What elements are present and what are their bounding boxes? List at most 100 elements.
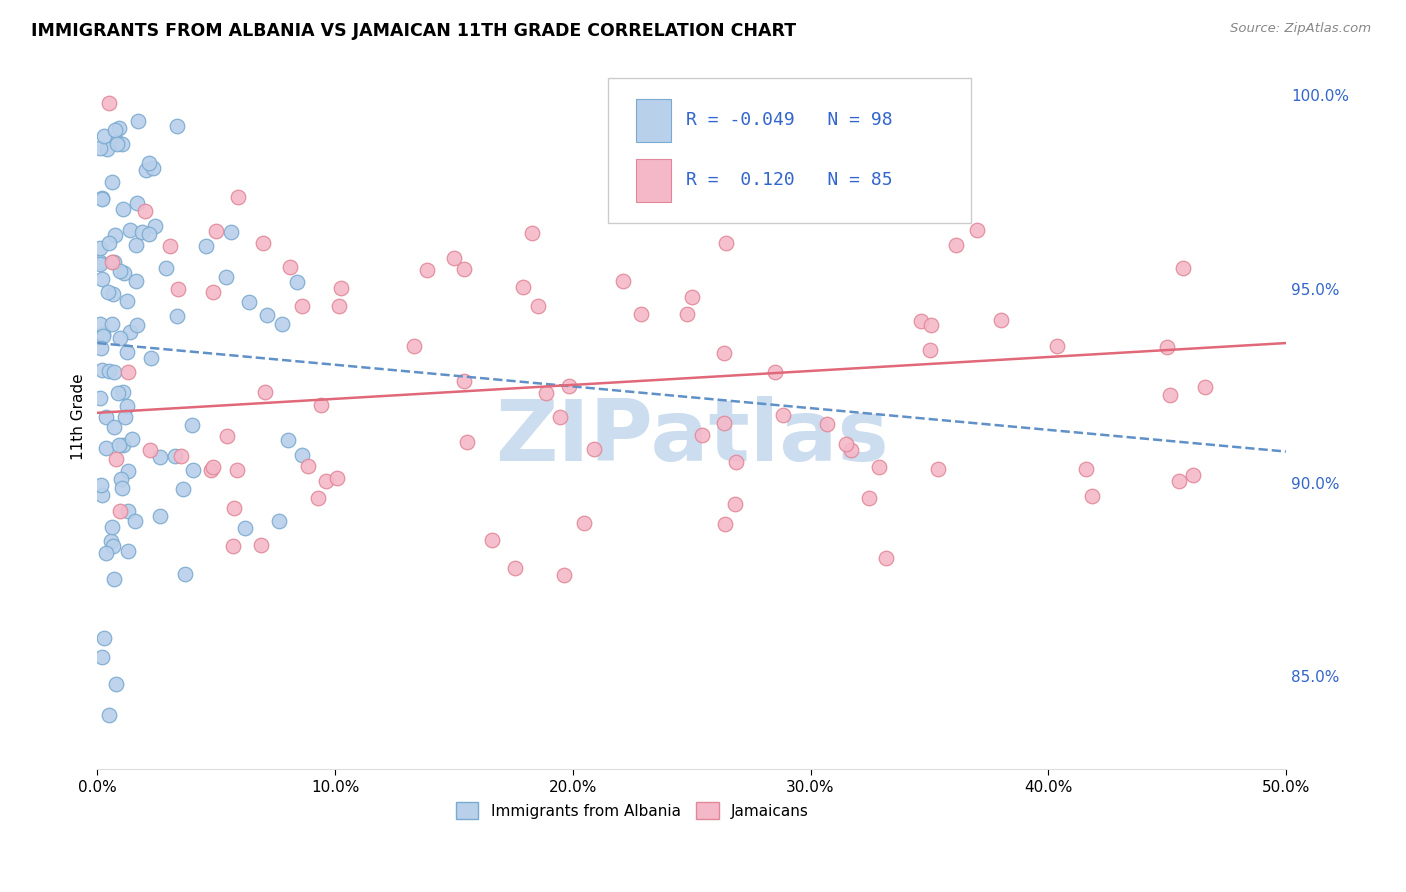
Point xyxy=(583,442,606,457)
Point xyxy=(115,293,138,308)
Point xyxy=(453,262,475,277)
Point xyxy=(96,546,118,560)
Point xyxy=(181,418,204,433)
Point xyxy=(839,442,862,457)
Point xyxy=(256,308,278,322)
Point xyxy=(149,508,172,523)
Point xyxy=(104,451,127,466)
Point xyxy=(233,520,256,534)
Point xyxy=(534,386,557,401)
Point xyxy=(101,255,124,269)
Point xyxy=(1045,339,1067,353)
Point xyxy=(1156,340,1178,354)
Point xyxy=(557,379,579,393)
Point xyxy=(91,649,114,664)
Point xyxy=(238,295,260,310)
Point xyxy=(195,239,218,253)
Point xyxy=(875,551,897,566)
Point xyxy=(226,190,249,204)
Point xyxy=(104,227,127,242)
Point xyxy=(101,175,124,189)
Point xyxy=(103,573,125,587)
Point xyxy=(96,142,118,156)
Point xyxy=(117,463,139,477)
Point xyxy=(443,251,465,265)
Point xyxy=(1081,489,1104,503)
Point xyxy=(505,561,527,575)
Point xyxy=(326,471,349,485)
Point xyxy=(91,192,114,206)
Point xyxy=(1171,260,1194,275)
Point xyxy=(105,135,128,149)
Point xyxy=(277,433,299,447)
Text: Source: ZipAtlas.com: Source: ZipAtlas.com xyxy=(1230,22,1371,36)
Point xyxy=(725,455,748,469)
Point xyxy=(89,317,111,331)
Point xyxy=(117,400,139,414)
FancyBboxPatch shape xyxy=(636,160,672,202)
Point xyxy=(219,225,242,239)
Point xyxy=(97,363,120,377)
Point xyxy=(1182,467,1205,482)
Point xyxy=(721,199,744,213)
Point xyxy=(221,539,243,553)
Text: R =  0.120   N = 85: R = 0.120 N = 85 xyxy=(686,171,893,189)
Point xyxy=(93,631,115,645)
Point xyxy=(910,314,932,328)
Point xyxy=(117,504,139,518)
Point xyxy=(966,223,988,237)
Point xyxy=(291,449,314,463)
Point xyxy=(918,343,941,358)
Point xyxy=(134,204,156,219)
Point xyxy=(111,437,134,451)
Point xyxy=(90,341,112,355)
Point xyxy=(278,260,301,274)
Point xyxy=(287,275,309,289)
Point xyxy=(100,533,122,548)
Point xyxy=(125,318,148,333)
Point xyxy=(772,408,794,422)
Point xyxy=(217,429,239,443)
Y-axis label: 11th Grade: 11th Grade xyxy=(72,374,86,460)
Point xyxy=(108,264,131,278)
Point xyxy=(124,514,146,528)
Point xyxy=(125,195,148,210)
Point xyxy=(173,566,195,581)
Point xyxy=(163,450,186,464)
Point xyxy=(416,262,439,277)
Point xyxy=(91,326,114,341)
Point xyxy=(291,299,314,313)
Point xyxy=(713,345,735,359)
Point xyxy=(1076,462,1098,476)
Point xyxy=(124,238,146,252)
Point xyxy=(138,227,160,242)
Point xyxy=(135,163,157,178)
Point xyxy=(108,331,131,345)
Point xyxy=(990,313,1012,327)
Point xyxy=(612,274,634,288)
Point xyxy=(105,677,128,691)
Point xyxy=(90,363,112,377)
Point xyxy=(97,285,120,300)
Text: R = -0.049   N = 98: R = -0.049 N = 98 xyxy=(686,112,893,129)
Point xyxy=(110,472,132,486)
Point xyxy=(120,325,142,339)
Point xyxy=(103,420,125,434)
Point xyxy=(127,114,149,128)
Point xyxy=(404,339,426,353)
Point xyxy=(920,318,942,333)
Point xyxy=(574,516,596,530)
Point xyxy=(117,543,139,558)
Point xyxy=(112,266,135,280)
Point xyxy=(170,449,193,463)
Point xyxy=(315,474,337,488)
Text: ZIPatlas: ZIPatlas xyxy=(495,396,889,479)
Point xyxy=(205,224,228,238)
Point xyxy=(868,460,890,475)
Point xyxy=(226,463,249,477)
Point xyxy=(96,441,118,455)
Point xyxy=(328,299,350,313)
Point xyxy=(98,95,121,110)
Point xyxy=(520,226,543,240)
Point xyxy=(835,437,858,451)
